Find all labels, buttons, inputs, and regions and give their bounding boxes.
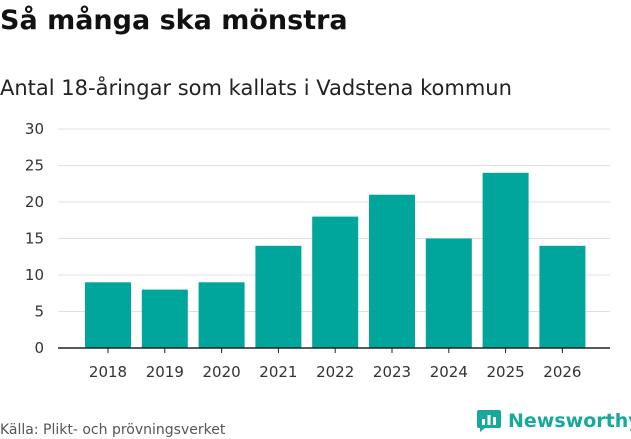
brand: Newsworthy — [476, 409, 631, 433]
newsworthy-logo-icon — [477, 410, 501, 432]
y-tick-label: 20 — [25, 193, 44, 211]
x-tick-label: 2023 — [373, 363, 411, 381]
x-tick-label: 2020 — [203, 363, 241, 381]
y-tick-label: 25 — [25, 157, 44, 175]
y-axis-labels: 0 5 10 15 20 25 30 — [25, 120, 44, 357]
bar-2024 — [425, 238, 472, 348]
x-axis-labels: 2018 2019 2020 2021 2022 2023 2024 2025 2026 — [89, 363, 582, 381]
bar-2026 — [539, 245, 586, 348]
bar-2023 — [369, 194, 415, 348]
bar-2020 — [198, 282, 245, 348]
chart-subtitle: Antal 18-åringar som kallats i Vadstena … — [0, 76, 512, 100]
x-tick-label: 2021 — [259, 363, 297, 381]
y-tick-label: 30 — [25, 120, 44, 138]
source-note: Källa: Plikt- och prövningsverket — [0, 422, 226, 438]
x-tick-label: 2025 — [487, 363, 525, 381]
bar-2025 — [482, 172, 529, 348]
x-tick-label: 2022 — [316, 363, 354, 381]
y-tick-label: 10 — [25, 266, 44, 284]
x-tick-label: 2026 — [543, 363, 581, 381]
bar-2019 — [141, 289, 188, 348]
x-tick-label: 2019 — [146, 363, 184, 381]
bars — [85, 172, 586, 348]
chart-title: Så många ska mönstra — [0, 5, 348, 36]
x-tick-label: 2024 — [430, 363, 468, 381]
bar-2022 — [312, 216, 359, 348]
brand-name: Newsworthy — [508, 410, 631, 432]
y-tick-label: 0 — [34, 339, 44, 357]
x-tick-label: 2018 — [89, 363, 127, 381]
y-tick-label: 15 — [25, 230, 44, 248]
y-tick-label: 5 — [34, 303, 44, 321]
bar-2018 — [85, 282, 131, 348]
bar-2021 — [255, 245, 302, 348]
axes — [58, 347, 610, 353]
